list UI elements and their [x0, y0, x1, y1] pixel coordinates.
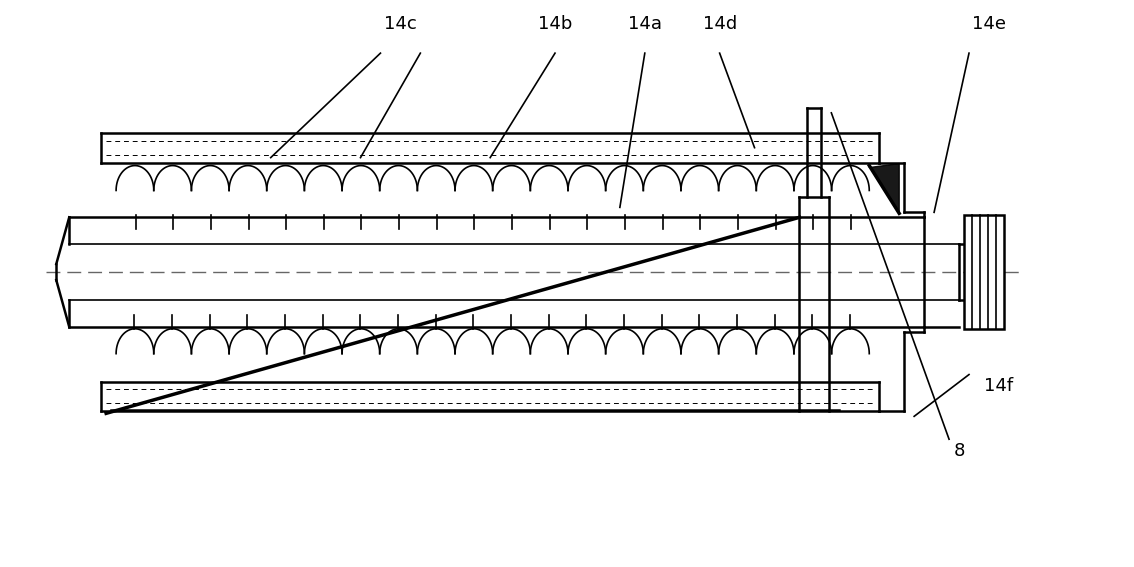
Text: 8: 8: [954, 442, 965, 460]
Text: 14c: 14c: [384, 15, 417, 33]
Polygon shape: [870, 164, 899, 213]
Text: 14f: 14f: [984, 378, 1013, 396]
Text: 14e: 14e: [972, 15, 1006, 33]
Text: 14b: 14b: [538, 15, 573, 33]
Text: 14a: 14a: [628, 15, 662, 33]
FancyBboxPatch shape: [964, 215, 1004, 329]
Text: 14d: 14d: [702, 15, 737, 33]
